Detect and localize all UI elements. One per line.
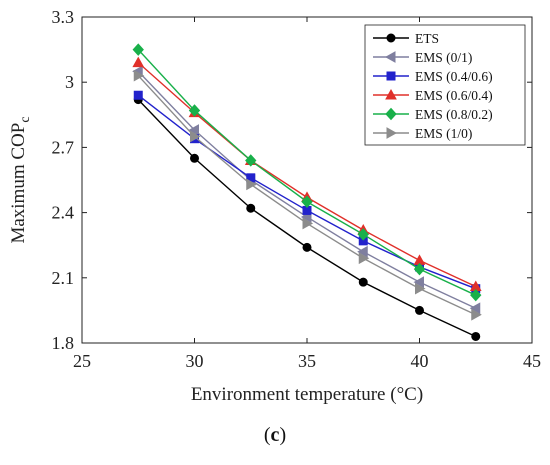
- y-tick-label: 2.7: [52, 137, 75, 157]
- x-axis-label: Environment temperature (°C): [191, 384, 423, 405]
- legend-marker: [386, 127, 398, 139]
- legend-marker: [386, 71, 396, 81]
- legend-box: [364, 24, 526, 146]
- legend-label: EMS (0.6/0.4): [415, 88, 493, 103]
- legend-marker: [385, 107, 397, 121]
- data-point: [190, 153, 199, 163]
- data-point: [302, 217, 314, 230]
- y-tick-label: 2.4: [52, 203, 75, 223]
- series-4: [132, 43, 482, 302]
- legend-marker: [384, 51, 396, 63]
- data-point: [413, 276, 424, 288]
- x-tick-label: 35: [298, 351, 316, 371]
- data-point: [188, 124, 199, 136]
- legend-marker: [385, 88, 397, 100]
- x-tick-label: 40: [411, 351, 429, 371]
- data-point: [301, 195, 313, 208]
- data-point: [302, 242, 312, 252]
- data-point: [133, 69, 145, 82]
- y-axis-label: Maximum COPc: [8, 116, 33, 243]
- legend-label: EMS (0/1): [415, 50, 472, 65]
- data-point: [471, 331, 481, 341]
- caption-open: (: [263, 424, 271, 446]
- data-point: [358, 277, 368, 287]
- legend-label: EMS (0.8/0.2): [415, 107, 493, 122]
- data-point: [132, 56, 145, 68]
- data-point: [415, 282, 426, 295]
- legend-label: ETS: [415, 31, 439, 46]
- data-point: [133, 90, 143, 100]
- x-tick-label: 25: [73, 351, 91, 371]
- caption-label: c: [270, 424, 280, 446]
- data-point: [246, 178, 257, 191]
- figure-caption: (c): [0, 424, 550, 447]
- data-point: [190, 130, 201, 143]
- data-point: [358, 252, 370, 265]
- data-point: [132, 43, 144, 56]
- legend: ETS EMS (0/1) EMS (0.4/0.6) EMS (0.6/0.4) EM…: [364, 24, 526, 146]
- data-point: [357, 228, 369, 241]
- y-axis-label-main: Maximum COP: [8, 123, 29, 244]
- y-tick-label: 3: [65, 72, 74, 92]
- data-point: [470, 288, 482, 302]
- data-point: [413, 262, 426, 276]
- legend-label: EMS (1/0): [415, 126, 472, 141]
- data-point: [357, 245, 368, 258]
- y-tick-label: 1.8: [52, 333, 75, 353]
- y-tick-label: 3.3: [52, 7, 75, 27]
- data-point: [471, 308, 482, 321]
- data-point: [188, 104, 201, 117]
- data-point: [415, 305, 424, 315]
- data-point: [469, 302, 481, 315]
- legend-marker: [386, 33, 396, 43]
- x-tick-label: 45: [523, 351, 541, 371]
- data-point: [245, 154, 257, 167]
- caption-close: ): [279, 424, 287, 446]
- data-point: [246, 203, 256, 213]
- series-5: [133, 69, 482, 321]
- x-tick-label: 30: [186, 351, 204, 371]
- y-axis-label-subscript: c: [18, 116, 33, 122]
- legend-label: EMS (0.4/0.6): [415, 69, 493, 84]
- y-tick-label: 2.1: [52, 268, 75, 288]
